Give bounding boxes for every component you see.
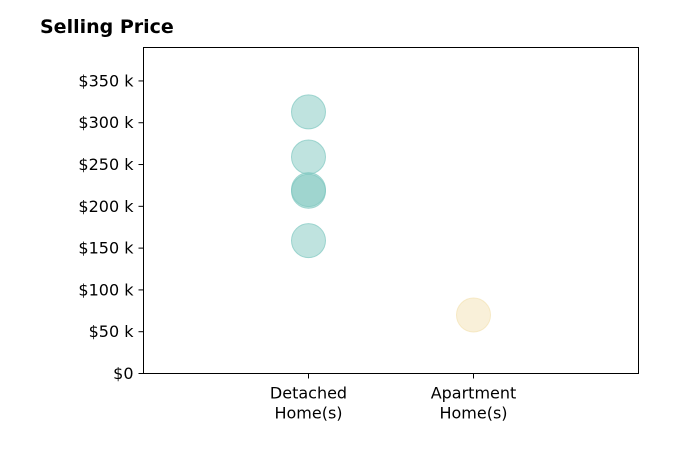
y-tick-label: $50 k (89, 322, 135, 341)
y-tick-label: $350 k (78, 71, 134, 90)
y-tick-label: $150 k (78, 239, 134, 258)
chart-title: Selling Price (40, 16, 174, 38)
data-points (291, 94, 491, 333)
y-tick-label: $300 k (78, 113, 134, 132)
data-point (291, 173, 326, 209)
data-point (291, 94, 326, 130)
data-point (291, 223, 326, 259)
y-axis: $0 $50 k $100 k $150 k $200 k $250 k $300 k $35… (78, 71, 144, 383)
data-point (456, 297, 491, 333)
y-tick-label: $100 k (78, 280, 134, 299)
data-point (291, 139, 326, 175)
x-tick-label: Detached Home(s) (270, 384, 347, 423)
y-tick-label: $0 (113, 364, 133, 383)
y-tick-label: $200 k (78, 197, 134, 216)
x-axis: Detached Home(s) Apartment Home(s) (270, 373, 517, 423)
plot-area (143, 47, 639, 374)
x-tick-label: Apartment Home(s) (431, 384, 517, 423)
y-tick-label: $250 k (78, 155, 134, 174)
